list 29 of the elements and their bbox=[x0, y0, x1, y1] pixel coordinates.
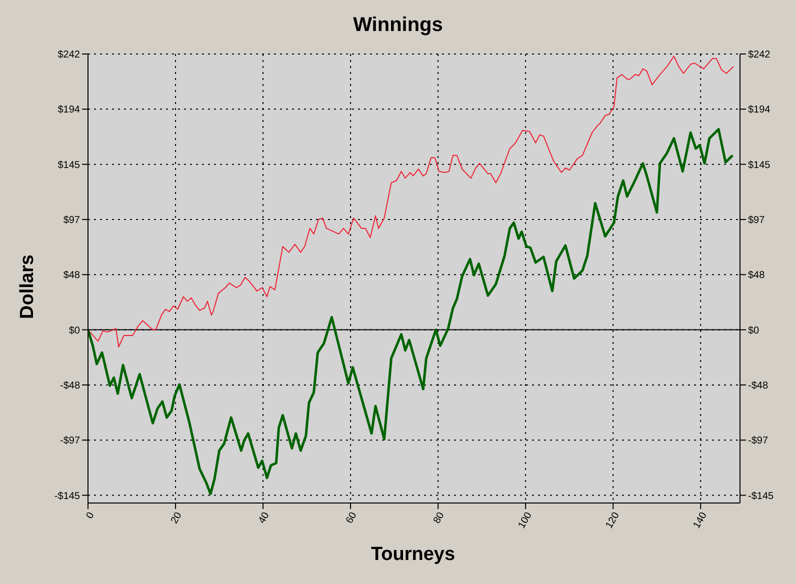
y-tick-label: -$48 bbox=[60, 380, 80, 392]
y2-tick-label: $97 bbox=[748, 215, 766, 226]
y2-tick-label: $145 bbox=[748, 160, 771, 171]
x-axis-title: Tourneys bbox=[370, 544, 456, 566]
y-tick-label: $48 bbox=[63, 270, 80, 282]
y-tick-label: $145 bbox=[58, 160, 80, 171]
x-tick-label: 60 bbox=[344, 510, 360, 526]
y2-tick-label: -$145 bbox=[748, 490, 774, 502]
x-tick-label: 40 bbox=[256, 510, 272, 526]
y-tick-label: -$145 bbox=[54, 490, 80, 502]
x-tick-label: 0 bbox=[84, 510, 97, 521]
y2-tick-label: $0 bbox=[748, 325, 760, 336]
y-tick-label: $97 bbox=[63, 215, 80, 226]
y2-tick-label: -$97 bbox=[748, 436, 768, 447]
y-tick-label: $0 bbox=[68, 325, 80, 336]
y2-tick-label: $194 bbox=[748, 104, 771, 116]
x-tick-label: 120 bbox=[604, 510, 622, 530]
chart-title: Winnings bbox=[352, 14, 444, 37]
y-axis-title: Dollars bbox=[17, 254, 39, 319]
y-tick-label: -$97 bbox=[60, 436, 80, 447]
x-tick-label: 80 bbox=[432, 510, 448, 526]
y2-tick-label: -$48 bbox=[748, 380, 768, 392]
y2-tick-label: $48 bbox=[748, 270, 766, 282]
y-tick-label: $242 bbox=[58, 50, 80, 61]
x-tick-label: 140 bbox=[691, 510, 710, 530]
y2-tick-label: $242 bbox=[748, 50, 771, 61]
x-tick-label: 100 bbox=[516, 510, 535, 530]
y-tick-label: $194 bbox=[58, 104, 80, 116]
x-tick-label: 20 bbox=[169, 510, 184, 526]
